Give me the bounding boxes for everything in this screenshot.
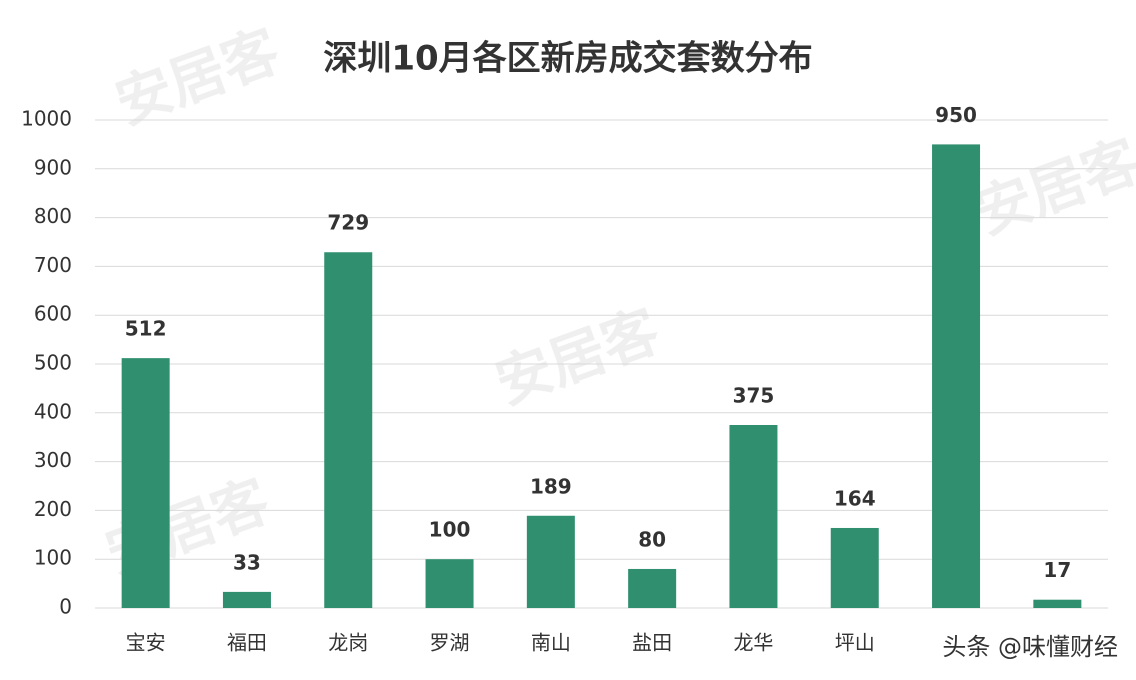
y-tick-label: 300 (34, 448, 72, 472)
bar (222, 591, 271, 608)
data-label: 33 (233, 550, 261, 574)
data-label: 17 (1043, 558, 1071, 582)
y-tick-label: 0 (59, 595, 72, 619)
x-tick-label: 宝安 (126, 631, 166, 655)
x-tick-label: 南山 (531, 631, 571, 655)
x-tick-label: 龙岗 (328, 631, 368, 655)
y-tick-label: 600 (34, 302, 72, 326)
bar (121, 358, 170, 608)
y-tick-label: 100 (34, 546, 72, 570)
y-tick-label: 200 (34, 497, 72, 521)
bar (830, 527, 879, 608)
data-label: 80 (638, 527, 666, 551)
x-tick-label: 坪山 (835, 631, 875, 655)
x-tick-label: 盐田 (632, 631, 672, 655)
data-label: 950 (935, 103, 977, 127)
bar (425, 559, 474, 608)
y-tick-label: 1000 (21, 107, 72, 131)
data-label: 100 (429, 518, 471, 542)
data-label: 164 (834, 486, 876, 510)
x-tick-label: 福田 (227, 631, 267, 655)
credit: 头条 @味懂财经 (942, 633, 1118, 661)
bar (1033, 599, 1082, 608)
data-label: 375 (733, 384, 775, 408)
bar (526, 515, 575, 608)
x-tick-label: 罗湖 (430, 631, 470, 655)
y-tick-label: 400 (34, 399, 72, 423)
bar (628, 568, 677, 608)
data-label: 512 (125, 317, 167, 341)
x-tick-label: 龙华 (733, 631, 773, 655)
y-tick-label: 800 (34, 204, 72, 228)
y-tick-label: 500 (34, 351, 72, 375)
data-label: 729 (327, 211, 369, 235)
bar (324, 252, 373, 609)
y-tick-label: 900 (34, 155, 72, 179)
bar (729, 425, 778, 608)
chart-title: 深圳10月各区新房成交套数分布 (323, 39, 812, 79)
data-label: 189 (530, 474, 572, 498)
y-tick-label: 700 (34, 253, 72, 277)
bar (932, 144, 981, 608)
